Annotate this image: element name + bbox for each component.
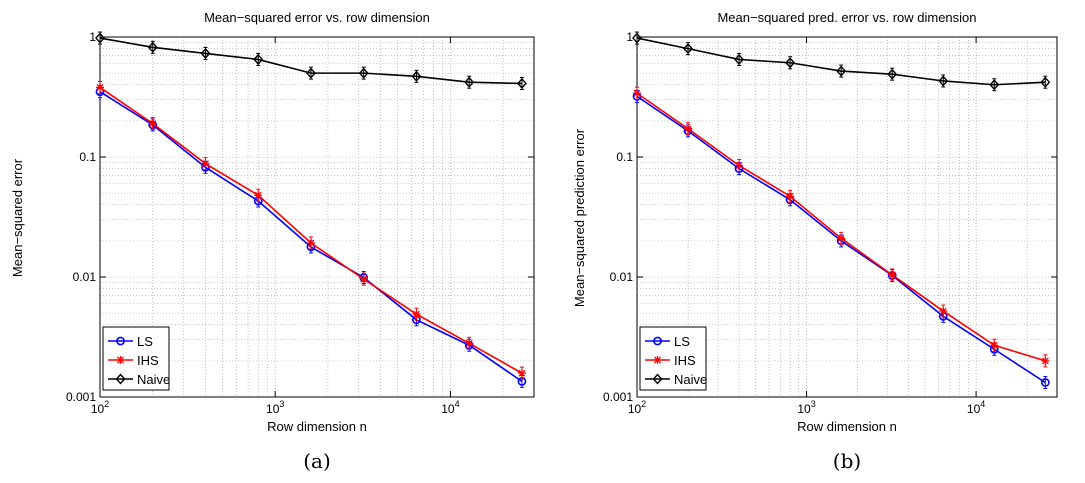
marker-star [116,356,125,364]
marker-diamond [652,373,663,385]
legend-label: LS [137,334,153,349]
marker-star [888,270,897,279]
plot-area [100,37,534,397]
marker-diamond [306,67,316,79]
legend-label: IHS [137,353,159,368]
grid [636,36,1058,398]
y-tick-label: 1 [89,30,96,44]
marker-diamond [938,75,949,87]
marker-circle [653,336,662,346]
marker-star [412,310,421,319]
marker-star [684,124,693,133]
marker-star [96,83,104,92]
marker-diamond [464,76,475,88]
y-tick-label: 0.01 [73,270,97,284]
series-naive [632,31,1051,92]
marker-star [201,159,210,168]
legend-label: Naive [674,372,707,387]
marker-diamond [200,47,211,59]
x-axis-label: Row dimension n [267,419,367,434]
marker-diamond [887,68,898,80]
chart-title: Mean−squared pred. error vs. row dimensi… [717,10,976,25]
panel-caption: (b) [833,449,861,473]
x-tick-label: 103 [266,399,284,416]
x-tick-label: 102 [628,399,646,416]
marker-diamond [785,57,796,69]
x-axis-label: Row dimension n [797,419,897,434]
marker-star [465,339,474,348]
legend-label: IHS [674,353,696,368]
y-tick-label: 0.01 [610,270,634,284]
chart-title: Mean−squared error vs. row dimension [204,10,430,25]
y-tick-label: 0.1 [616,150,633,164]
series-ihs [96,80,526,380]
series-ihs [633,86,1050,368]
legend-label: LS [674,334,690,349]
marker-diamond [253,53,264,66]
marker-diamond [358,67,369,79]
marker-diamond [632,32,642,44]
legend: LS IHS Naive [639,326,707,391]
y-tick-label: 1 [626,30,633,44]
marker-diamond [95,32,105,44]
y-axis-label: Mean−squared error [10,158,25,277]
marker-diamond [734,53,745,66]
marker-circle [1040,378,1050,387]
marker-diamond [516,77,527,90]
x-tick-label: 102 [91,399,109,416]
x-tick-label: 103 [797,399,815,416]
marker-diamond [683,43,693,55]
marker-diamond [1040,76,1051,88]
marker-star [633,89,641,98]
marker-star [254,191,263,200]
plot-area [637,37,1057,397]
marker-star [359,275,368,284]
series-naive [95,31,527,90]
y-tick-label: 0.001 [603,390,633,404]
marker-diamond [989,79,1000,91]
marker-star [1041,356,1050,365]
marker-star [786,192,795,201]
axes-frame [636,36,1058,398]
chart-panel-a: Mean−squared error vs. row dimension Row… [10,10,535,473]
marker-circle [116,336,125,346]
marker-diamond [115,373,126,385]
marker-star [517,369,526,378]
x-tick-label: 104 [441,399,459,416]
marker-diamond [836,65,847,77]
axes-frame [99,36,535,398]
marker-star [653,356,662,364]
x-tick-label: 104 [967,399,985,416]
marker-star [990,341,999,350]
y-tick-label: 0.1 [79,150,96,164]
y-tick-label: 0.001 [66,390,96,404]
y-axis-label: Mean−squared prediction error [572,128,587,307]
chart-panel-b: Mean−squared pred. error vs. row dimensi… [572,10,1058,473]
marker-star [939,307,948,316]
marker-star [837,234,846,243]
marker-star [306,239,315,248]
marker-diamond [411,70,422,82]
marker-star [735,161,744,170]
marker-diamond [147,41,158,53]
marker-star [148,119,157,128]
legend: LS IHS Naive [102,326,170,391]
panel-caption: (a) [303,449,331,473]
legend-label: Naive [137,372,170,387]
